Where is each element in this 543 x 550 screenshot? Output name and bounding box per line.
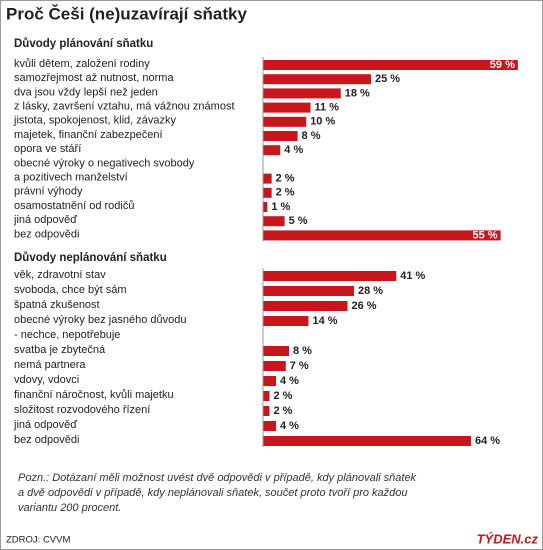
source: ZDROJ: CVVM: [6, 535, 70, 546]
bar: [263, 116, 307, 127]
bar: [263, 346, 289, 356]
value-label: 41 %: [400, 270, 425, 282]
value-label: 11 %: [315, 102, 340, 114]
value-label: 2 %: [274, 405, 293, 417]
category-label: - nechce, nepotřebuje: [14, 329, 120, 341]
bar: [263, 74, 371, 85]
bar: [263, 301, 348, 311]
bar: [263, 216, 285, 227]
category-label: složitost rozvodového řízení: [14, 404, 150, 416]
bar: [263, 60, 518, 70]
value-label: 26 %: [352, 300, 377, 312]
category-label: obecné výroky bez jasného důvodu: [14, 314, 186, 326]
category-label: osamostatnění od rodičů: [14, 200, 134, 212]
value-label: 4 %: [280, 375, 299, 387]
bar: [263, 202, 268, 212]
bar: [263, 230, 501, 241]
value-label: 10 %: [310, 116, 335, 128]
logo: TÝDEN.cz: [477, 531, 539, 546]
category-label: bez odpovědi: [14, 228, 79, 240]
bar: [263, 145, 281, 156]
bar: [263, 271, 397, 281]
bar: [263, 173, 272, 184]
value-label: 7 %: [290, 360, 309, 372]
bar: [263, 286, 354, 296]
bar: [263, 436, 471, 446]
bar: [263, 102, 311, 113]
page-title: Proč Češi (ne)uzavírají sňatky: [6, 4, 247, 23]
value-label: 4 %: [280, 420, 299, 432]
category-label: špatná zkušenost: [14, 299, 100, 311]
category-label: věk, zdravotní stav: [14, 269, 106, 281]
category-label: bez odpovědi: [14, 434, 79, 446]
value-label: 8 %: [302, 130, 321, 142]
category-label: z lásky, završení vztahu, má vážnou znám…: [14, 101, 235, 113]
value-label: 4 %: [284, 144, 303, 156]
value-label: 64 %: [475, 435, 500, 447]
value-label: 55 %: [473, 229, 498, 241]
category-label: právní výhody: [14, 186, 83, 198]
category-label: obecné výroky o negativech svobody: [14, 157, 195, 169]
note: a dvě odpovědi v případě, kdy neplánoval…: [18, 487, 408, 499]
value-label: 1 %: [271, 201, 290, 213]
bar: [263, 406, 270, 416]
category-label: opora ve stáří: [14, 143, 81, 155]
category-label: majetek, finanční zabezpečení: [14, 129, 163, 141]
bar: [263, 391, 270, 401]
value-label: 8 %: [293, 345, 312, 357]
category-label: samozřejmost až nutnost, norma: [14, 72, 174, 84]
note: Pozn.: Dotázaní měli možnost uvést dvě o…: [18, 472, 417, 484]
value-label: 28 %: [358, 285, 383, 297]
value-label: 59 %: [490, 59, 515, 71]
category-label: kvůli dětem, založení rodiny: [14, 58, 150, 70]
category-label: nemá partnera: [14, 359, 86, 371]
value-label: 18 %: [345, 87, 370, 99]
category-label: svatba je zbytečná: [14, 344, 106, 356]
category-label: a pozitivech manželství: [14, 172, 128, 184]
bar: [263, 131, 298, 141]
category-label: jistota, spokojenost, klid, závazky: [13, 115, 177, 127]
value-label: 25 %: [375, 73, 400, 85]
bar: [263, 361, 286, 371]
value-label: 2 %: [276, 173, 295, 185]
category-label: svoboda, chce být sám: [14, 284, 127, 296]
bar: [263, 88, 341, 99]
value-label: 2 %: [276, 187, 295, 199]
value-label: 5 %: [289, 215, 308, 227]
bar: [263, 376, 276, 386]
value-label: 2 %: [274, 390, 293, 402]
bar: [263, 316, 309, 326]
category-label: jiná odpověď: [13, 214, 77, 226]
category-label: finanční náročnost, kvůli majetku: [14, 389, 174, 401]
bar: [263, 187, 272, 198]
chart-subtitle: Důvody plánování sňatku: [14, 38, 153, 50]
bar: [263, 421, 276, 431]
note: variantu 200 procent.: [18, 502, 121, 514]
value-label: 14 %: [313, 315, 338, 327]
category-label: jiná odpověď: [13, 419, 77, 431]
chart-subtitle: Důvody neplánování sňatku: [14, 252, 167, 264]
category-label: vdovy, vdovci: [14, 374, 79, 386]
category-label: dva jsou vždy lepší než jeden: [14, 86, 158, 98]
